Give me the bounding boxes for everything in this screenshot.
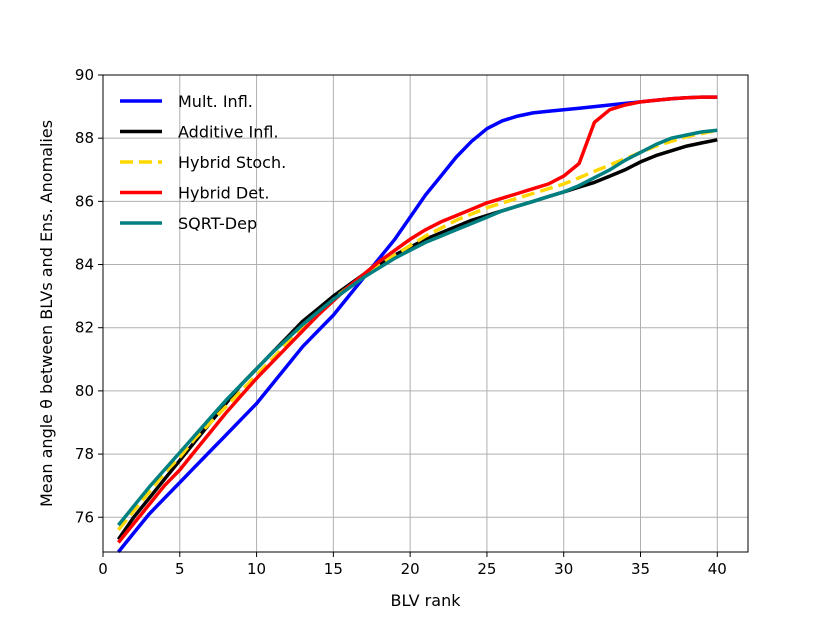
- legend-label: Additive Infl.: [178, 123, 279, 142]
- x-tick-label: 15: [324, 560, 343, 578]
- y-axis: 76 78 80 82 84 86 88 90: [75, 66, 103, 526]
- y-tick-label: 82: [75, 319, 94, 337]
- x-axis-label: BLV rank: [391, 591, 462, 610]
- y-tick-label: 78: [75, 445, 94, 463]
- series-lines: [116, 95, 718, 554]
- y-axis-label: Mean angle θ between BLVs and Ens. Anoma…: [37, 120, 56, 507]
- series-line: [117, 128, 718, 527]
- x-tick-label: 35: [631, 560, 650, 578]
- y-tick-label: 86: [75, 192, 94, 210]
- plot-frame: [102, 74, 749, 553]
- series-line: [117, 95, 718, 544]
- x-tick-label: 5: [175, 560, 185, 578]
- x-tick-label: 10: [247, 560, 266, 578]
- x-tick-label: 20: [401, 560, 420, 578]
- y-tick-label: 88: [75, 129, 94, 147]
- legend: Mult. Infl. Additive Infl. Hybrid Stoch. Hy…: [120, 92, 286, 233]
- x-tick-label: 25: [477, 560, 496, 578]
- y-tick-label: 90: [75, 66, 94, 84]
- y-tick-label: 84: [75, 256, 94, 274]
- series-line: [117, 128, 718, 531]
- y-tick-label: 80: [75, 382, 94, 400]
- legend-label: Hybrid Stoch.: [178, 153, 286, 172]
- x-axis: 0 5 10 15 20 25 30 35 40: [98, 552, 727, 578]
- legend-label: Mult. Infl.: [178, 92, 253, 111]
- legend-label: SQRT-Dep: [178, 214, 257, 233]
- x-tick-label: 0: [98, 560, 108, 578]
- x-tick-label: 30: [554, 560, 573, 578]
- legend-label: Hybrid Det.: [178, 184, 269, 203]
- y-tick-label: 76: [75, 508, 94, 526]
- x-tick-label: 40: [708, 560, 727, 578]
- series-line: [117, 95, 718, 554]
